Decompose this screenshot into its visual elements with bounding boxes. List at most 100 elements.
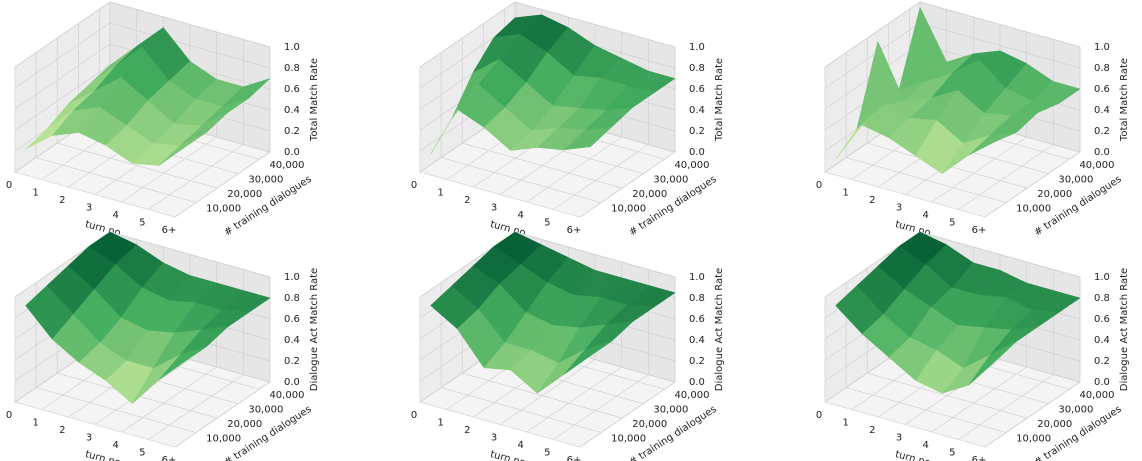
z-tick-label: 0.2 bbox=[1094, 126, 1110, 137]
x-tick-label: 2 bbox=[869, 195, 875, 206]
x-grid-line bbox=[579, 277, 676, 448]
x-grid-line bbox=[174, 47, 271, 218]
y-grid-line bbox=[56, 38, 218, 189]
z-tick-label: 0.0 bbox=[1094, 147, 1110, 158]
z-tick-label: 0.4 bbox=[1094, 335, 1110, 346]
y-tick-label: 30,000 bbox=[653, 175, 688, 186]
y-grid-line bbox=[461, 38, 623, 189]
y-tick-label: 30,000 bbox=[248, 175, 283, 186]
x-tick-label: 0 bbox=[411, 180, 417, 191]
y-tick-label: 20,000 bbox=[632, 419, 667, 430]
z-tick-label: 1.0 bbox=[284, 42, 300, 53]
y-tick-label: 20,000 bbox=[632, 189, 667, 200]
x-tick-label: 2 bbox=[464, 195, 470, 206]
z-tick-label: 0.2 bbox=[284, 126, 300, 137]
x-tick-label: 5 bbox=[139, 218, 145, 229]
x-tick-label: 1 bbox=[842, 188, 848, 199]
x-tick-label: 3 bbox=[86, 433, 92, 444]
x-tick-label: 1 bbox=[842, 418, 848, 429]
x-tick-label: 4 bbox=[517, 210, 523, 221]
surface-patch bbox=[563, 341, 612, 375]
x-tick-label: 4 bbox=[922, 440, 928, 451]
y-tick-label: 10,000 bbox=[206, 434, 241, 445]
x-tick-label: 2 bbox=[869, 425, 875, 436]
x-tick-label: 4 bbox=[112, 210, 118, 221]
z-tick-label: 0.6 bbox=[284, 84, 300, 95]
y-tick-label: 40,000 bbox=[674, 160, 709, 171]
y-tick-label: 20,000 bbox=[227, 419, 262, 430]
y-grid-line bbox=[440, 282, 602, 433]
x-tick-label: 0 bbox=[6, 180, 12, 191]
z-tick-label: 0.0 bbox=[1094, 377, 1110, 388]
x-grid-line bbox=[984, 47, 1081, 218]
x-tick-label: 4 bbox=[922, 210, 928, 221]
y-grid-line bbox=[866, 38, 1028, 189]
x-tick-label: 6+ bbox=[567, 455, 582, 461]
z-tick-label: 0.6 bbox=[1094, 314, 1110, 325]
x-tick-label: 2 bbox=[464, 425, 470, 436]
x-tick-label: 5 bbox=[949, 218, 955, 229]
y-tick-label: 10,000 bbox=[611, 434, 646, 445]
x-tick-label: 1 bbox=[437, 188, 443, 199]
z-tick-label: 0.2 bbox=[284, 356, 300, 367]
x-tick-label: 6+ bbox=[567, 225, 582, 236]
y-tick-label: 40,000 bbox=[1079, 160, 1114, 171]
y-grid-line bbox=[845, 52, 1007, 203]
y-tick-label: 40,000 bbox=[1079, 390, 1114, 401]
x-tick-label: 3 bbox=[896, 433, 902, 444]
x-tick-label: 0 bbox=[6, 410, 12, 421]
x-tick-label: 3 bbox=[491, 203, 497, 214]
z-tick-label: 1.0 bbox=[1094, 42, 1110, 53]
z-tick-label: 0.0 bbox=[689, 147, 705, 158]
x-tick-label: 5 bbox=[139, 448, 145, 459]
y-tick-label: 10,000 bbox=[1016, 204, 1051, 215]
y-grid-line bbox=[35, 52, 197, 203]
y-tick-label: 30,000 bbox=[653, 405, 688, 416]
z-tick-label: 0.8 bbox=[1094, 63, 1110, 74]
y-tick-label: 30,000 bbox=[248, 405, 283, 416]
x-tick-label: 3 bbox=[491, 433, 497, 444]
z-tick-label: 0.2 bbox=[689, 126, 705, 137]
z-tick-label: 0.4 bbox=[284, 335, 300, 346]
z-axis-label: Total Match Rate bbox=[309, 58, 320, 142]
z-tick-label: 0.0 bbox=[284, 147, 300, 158]
x-tick-label: 4 bbox=[112, 440, 118, 451]
x-tick-label: 5 bbox=[544, 448, 550, 459]
z-tick-label: 0.4 bbox=[689, 335, 705, 346]
z-tick-label: 0.8 bbox=[284, 293, 300, 304]
y-grid-line bbox=[845, 282, 1007, 433]
x-tick-label: 6+ bbox=[162, 455, 177, 461]
z-axis-label: Dialogue Act Match Rate bbox=[309, 268, 320, 391]
y-tick-label: 20,000 bbox=[227, 189, 262, 200]
z-tick-label: 1.0 bbox=[284, 272, 300, 283]
x-tick-label: 0 bbox=[816, 410, 822, 421]
y-tick-label: 10,000 bbox=[206, 204, 241, 215]
surface-patch bbox=[968, 341, 1017, 386]
x-tick-label: 3 bbox=[896, 203, 902, 214]
y-tick-label: 20,000 bbox=[1037, 419, 1072, 430]
x-tick-label: 6+ bbox=[972, 225, 987, 236]
z-tick-label: 0.8 bbox=[284, 63, 300, 74]
x-tick-label: 5 bbox=[544, 218, 550, 229]
z-tick-label: 0.4 bbox=[689, 105, 705, 116]
x-tick-label: 1 bbox=[437, 418, 443, 429]
z-tick-label: 1.0 bbox=[1094, 272, 1110, 283]
z-tick-label: 1.0 bbox=[689, 272, 705, 283]
x-tick-label: 5 bbox=[949, 448, 955, 459]
x-tick-label: 0 bbox=[411, 410, 417, 421]
z-tick-label: 0.8 bbox=[689, 293, 705, 304]
x-tick-label: 1 bbox=[32, 418, 38, 429]
x-grid-line bbox=[579, 47, 676, 218]
x-tick-label: 6+ bbox=[162, 225, 177, 236]
z-tick-label: 0.2 bbox=[1094, 356, 1110, 367]
x-grid-line bbox=[121, 32, 218, 203]
z-axis-label: Dialogue Act Match Rate bbox=[1119, 268, 1130, 391]
x-grid-line bbox=[148, 39, 244, 210]
z-tick-label: 0.6 bbox=[689, 84, 705, 95]
x-grid-line bbox=[958, 39, 1054, 210]
z-tick-label: 0.6 bbox=[689, 314, 705, 325]
surface-patch bbox=[563, 126, 613, 151]
surface-patch bbox=[158, 132, 207, 166]
z-axis-label: Total Match Rate bbox=[714, 58, 725, 142]
